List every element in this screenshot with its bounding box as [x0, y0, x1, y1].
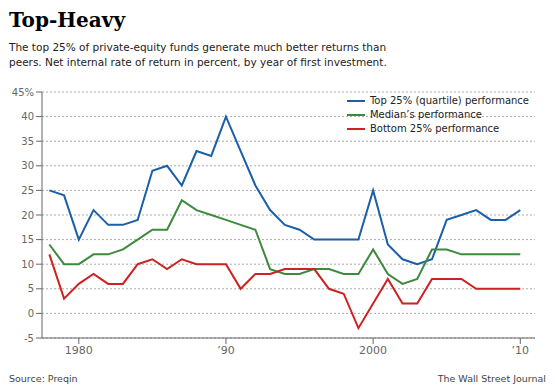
svg-text:5: 5 — [28, 283, 34, 294]
svg-text:20: 20 — [21, 210, 34, 221]
svg-text:45%: 45% — [12, 87, 34, 98]
html-text:The Wall Street Journal: The Wall Street Journal — [437, 373, 546, 384]
svg-text:25: 25 — [21, 185, 34, 196]
svg-text:2000: 2000 — [359, 344, 387, 357]
html-text:Median’s performance: Median’s performance — [370, 109, 482, 120]
svg-text:10: 10 — [21, 259, 34, 270]
html-text:Source: Preqin: Source: Preqin — [9, 373, 78, 384]
html-text:Top 25% (quartile) performance: Top 25% (quartile) performance — [370, 95, 529, 106]
svg-text:40: 40 — [21, 111, 34, 122]
svg-text:’90: ’90 — [217, 344, 235, 357]
svg-text:1980: 1980 — [65, 344, 93, 357]
html-text:Top-Heavy: Top-Heavy — [9, 8, 125, 32]
svg-text:30: 30 — [21, 160, 34, 171]
svg-text:35: 35 — [21, 136, 34, 147]
html-text:Bottom 25% performance: Bottom 25% performance — [370, 123, 500, 134]
svg-text:’10: ’10 — [512, 344, 530, 357]
svg-text:15: 15 — [21, 234, 34, 245]
html-text:peers. Net internal rate of re: peers. Net internal rate of return in pe… — [9, 56, 387, 68]
svg-text:0: 0 — [28, 308, 34, 319]
html-text:The top 25% of private-equity: The top 25% of private-equity funds gene… — [9, 41, 387, 53]
svg-text:-5: -5 — [24, 333, 34, 344]
